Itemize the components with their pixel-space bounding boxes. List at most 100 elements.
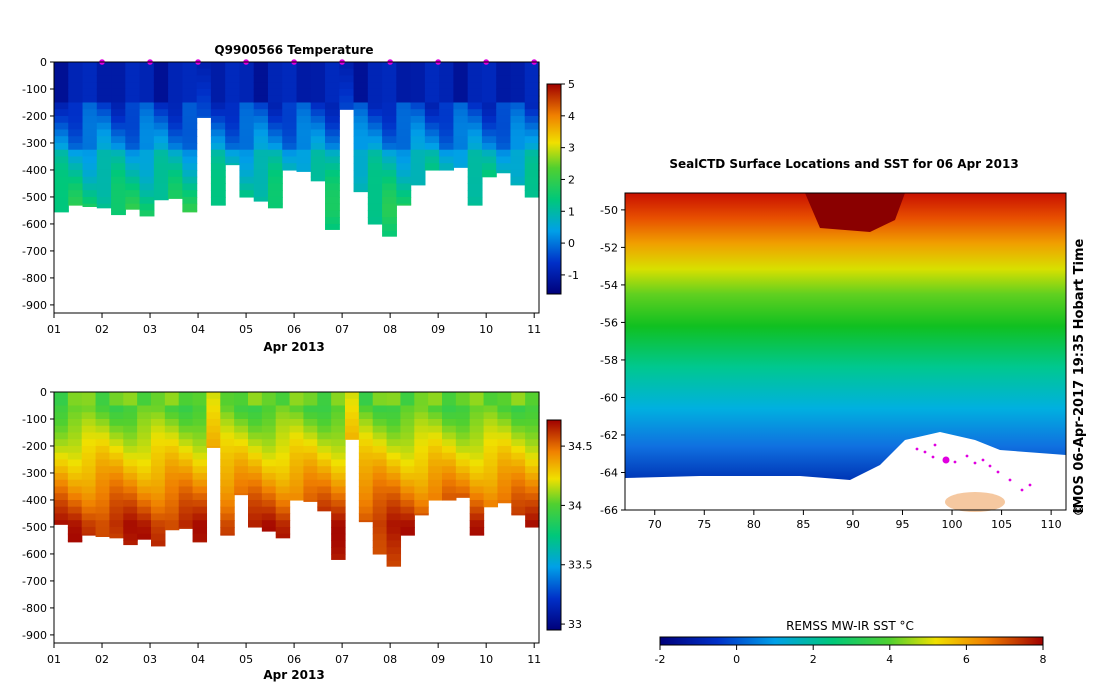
profile-cell [469, 405, 485, 413]
profile-cell [497, 432, 512, 440]
profile-cell [310, 95, 326, 104]
profile-cell [139, 176, 155, 185]
profile-cell [481, 82, 497, 90]
profile-cell [510, 109, 526, 117]
profile-cell [455, 472, 471, 481]
profile-cell [54, 136, 69, 144]
profile-cell [111, 68, 126, 77]
profile-cell [220, 513, 235, 521]
profile-cell [467, 95, 483, 104]
profile-cell [303, 466, 318, 474]
profile-cell [511, 398, 526, 407]
y-tick-label: -500 [22, 191, 47, 204]
profile-cell [455, 439, 471, 447]
profile-cell [196, 75, 212, 83]
profile-cell [210, 190, 226, 198]
profile-cell [524, 190, 540, 198]
profile-cell [483, 472, 499, 481]
profile-cell [220, 392, 235, 400]
profile-cell [82, 156, 98, 164]
profile-cell [54, 88, 69, 97]
profile-cell [109, 459, 124, 467]
profile-cell [410, 62, 426, 70]
profile-cell [137, 533, 152, 540]
colorbar-tick-label: 34 [568, 499, 582, 512]
profile-cell [511, 418, 526, 427]
profile-cell [386, 392, 402, 400]
profile-cell [386, 547, 402, 555]
profile-cell [353, 95, 369, 104]
profile-cell [111, 62, 126, 70]
profile-cell [220, 445, 235, 454]
profile-cell [289, 392, 305, 400]
profile-cell [439, 95, 455, 104]
colorbar-tick-label: 3 [568, 142, 575, 155]
profile-cell [372, 486, 388, 494]
profile-cell [153, 190, 169, 198]
profile-cell [400, 513, 415, 521]
profile-cell [164, 513, 180, 521]
profile-cell [168, 142, 183, 151]
x-tick-label: 04 [191, 653, 205, 666]
profile-cell [82, 136, 98, 144]
profile-cell [220, 425, 235, 434]
profile-cell [439, 88, 455, 97]
profile-cell [428, 472, 443, 481]
profile-cell [220, 486, 235, 494]
profile-cell [192, 526, 208, 535]
profile-cell [164, 418, 180, 427]
profile-cell [510, 156, 526, 164]
profile-cell [125, 169, 141, 178]
profile-cell [481, 102, 497, 110]
profile-cell [510, 142, 526, 151]
profile-cell [168, 183, 183, 191]
profile-cell [54, 439, 69, 447]
profile-cell [353, 190, 369, 193]
profile-cell [510, 176, 526, 185]
profile-cell [386, 533, 402, 542]
sst-colorbar-tick-label: -2 [655, 653, 666, 666]
profile-cell [139, 129, 155, 137]
profile-cell [82, 196, 98, 205]
profile-cell [275, 425, 291, 434]
profile-cell [275, 472, 291, 481]
profile-cell [67, 452, 83, 461]
profile-cell [331, 418, 346, 427]
profile-cell [524, 129, 540, 137]
profile-cell [524, 122, 540, 131]
profile-cell [303, 445, 318, 454]
profile-cell [54, 122, 69, 131]
profile-cell [510, 163, 526, 171]
profile-cell [310, 109, 326, 117]
profile-cell [275, 526, 291, 535]
sst-colorbar-tick-label: 0 [733, 653, 740, 666]
profile-cell [296, 82, 312, 90]
profile-cell [467, 149, 483, 158]
profile-cell [54, 183, 69, 191]
profile-cell [192, 418, 208, 427]
profile-cell [248, 493, 263, 501]
profile-cell [310, 169, 326, 178]
profile-cell [358, 392, 374, 400]
profile-cell [496, 109, 512, 117]
profile-cell [178, 472, 194, 481]
profile-cell [125, 183, 141, 191]
profile-cell [467, 115, 483, 124]
profile-cell [353, 163, 369, 171]
profile-cell [524, 109, 540, 117]
profile-cell [54, 62, 69, 70]
profile-cell [325, 88, 340, 97]
profile-cell [410, 109, 426, 117]
profile-cell [289, 412, 305, 420]
profile-cell [275, 466, 291, 474]
profile-cell [410, 183, 426, 186]
profile-cell [525, 459, 540, 467]
profile-cell [367, 163, 383, 171]
profile-cell [510, 169, 526, 178]
y-tick-label: -100 [22, 83, 47, 96]
profile-cell [125, 163, 141, 171]
profile-cell [442, 452, 457, 461]
profile-cell [95, 493, 111, 501]
profile-cell [67, 439, 83, 447]
profile-cell [82, 68, 98, 77]
